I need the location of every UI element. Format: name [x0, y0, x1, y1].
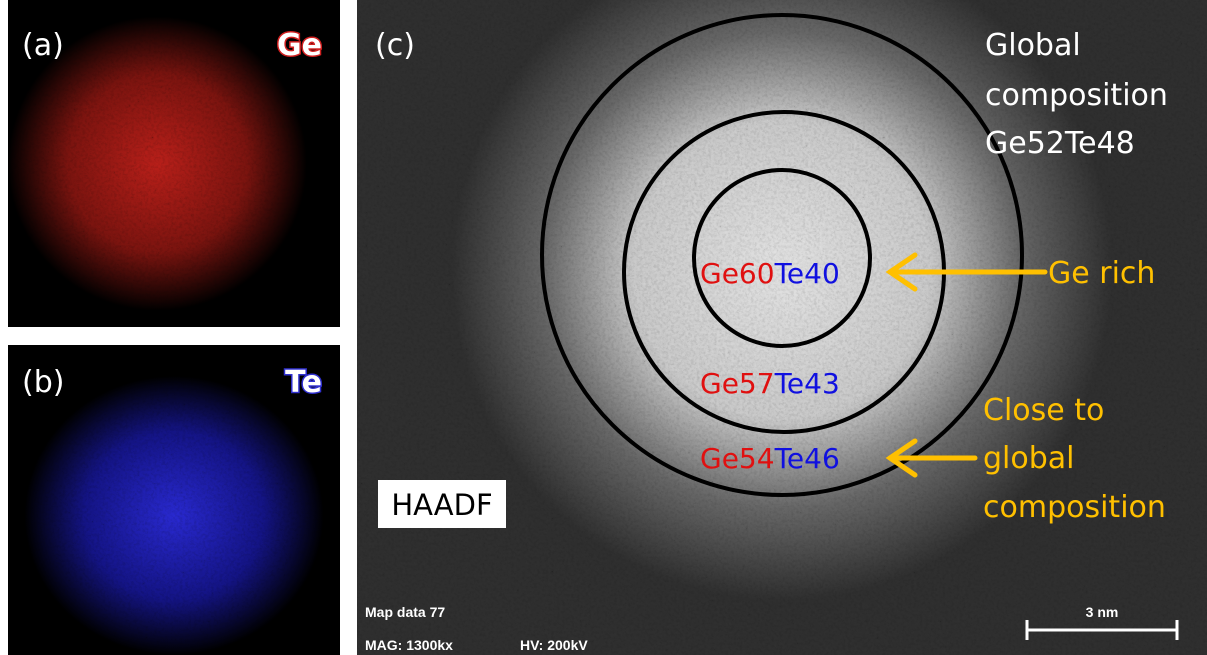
- annotation: Ge rich: [1048, 256, 1155, 291]
- panel-b: (b) Te: [8, 345, 340, 655]
- magnification: MAG: 1300kx: [365, 637, 453, 653]
- te-fraction: Te46: [774, 442, 840, 475]
- ring-composition: Ge57Te43: [700, 367, 840, 400]
- ge-fraction: Ge54: [700, 442, 775, 475]
- panel-c: (c) Global composition Ge52Te48 Ge60Te40…: [357, 0, 1207, 655]
- map-info: Map data 77: [365, 604, 445, 620]
- ring-composition: Ge60Te40: [700, 257, 840, 290]
- annotation: global: [983, 441, 1075, 476]
- scale-bar-label: 3 nm: [1086, 604, 1119, 620]
- global-composition: Global: [985, 28, 1081, 63]
- panel-label: (a): [22, 28, 64, 63]
- ge-fraction: Ge57: [700, 367, 775, 400]
- panel-a: (a) Ge: [8, 0, 340, 327]
- ring-composition: Ge54Te46: [700, 442, 840, 475]
- element-label: Ge: [277, 28, 322, 63]
- te-fraction: Te43: [774, 367, 840, 400]
- voltage: HV: 200kV: [520, 637, 588, 653]
- ge-fraction: Ge60: [700, 257, 775, 290]
- panel-label: (c): [375, 28, 415, 63]
- annotation: Close to: [983, 393, 1104, 428]
- te-fraction: Te40: [774, 257, 840, 290]
- element-label: Te: [285, 365, 322, 400]
- global-composition: Ge52Te48: [985, 126, 1135, 161]
- panel-label: (b): [22, 365, 64, 400]
- detector-label: HAADF: [391, 488, 492, 522]
- annotation: composition: [983, 490, 1166, 525]
- global-composition: composition: [985, 78, 1168, 113]
- figure: (a) Ge (b) Te (c) Global composition Ge5…: [0, 0, 1207, 655]
